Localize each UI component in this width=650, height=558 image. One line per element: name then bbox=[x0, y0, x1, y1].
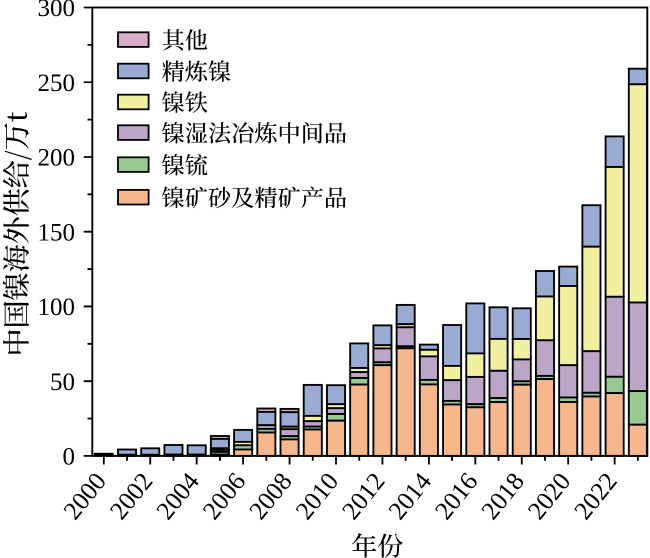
svg-text:200: 200 bbox=[38, 145, 76, 172]
svg-text:300: 300 bbox=[38, 0, 76, 22]
svg-text:150: 150 bbox=[38, 219, 76, 246]
svg-text:0: 0 bbox=[63, 444, 76, 471]
svg-text:250: 250 bbox=[38, 70, 76, 97]
svg-text:100: 100 bbox=[38, 294, 76, 321]
svg-text:50: 50 bbox=[50, 369, 75, 396]
